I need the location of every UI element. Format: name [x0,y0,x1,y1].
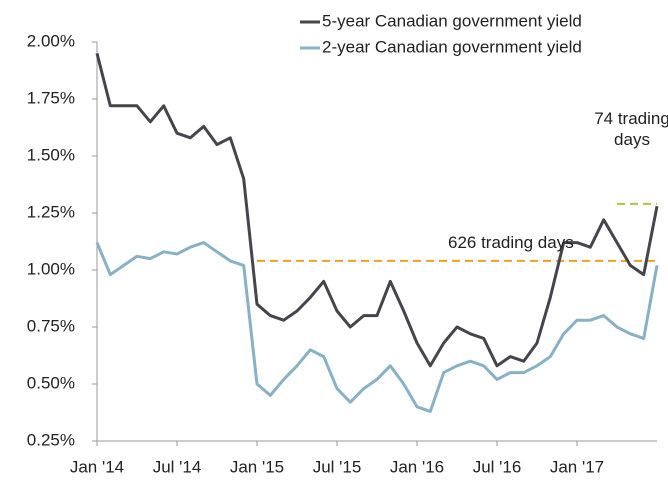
x-tick-label: Jul '16 [473,457,522,476]
y-tick-label: 1.00% [27,259,75,278]
y-tick-label: 1.75% [27,88,75,107]
y-tick-label: 1.25% [27,202,75,221]
y-tick-label: 2.00% [27,31,75,50]
series-line [95,53,659,368]
x-tick-label: Jan '15 [230,457,284,476]
x-tick-label: Jan '14 [70,457,124,476]
y-tick-label: 0.75% [27,316,75,335]
y-tick-label: 0.25% [27,430,75,449]
series-line [95,241,659,413]
y-tick-label: 0.50% [27,373,75,392]
annotation: 74 trading days [594,109,668,149]
legend-label: 2-year Canadian government yield [322,37,582,56]
x-tick-label: Jan '16 [390,457,444,476]
x-tick-label: Jul '15 [313,457,362,476]
annotation: 626 trading days [448,233,574,252]
x-tick-label: Jul '14 [153,457,202,476]
y-tick-label: 1.50% [27,145,75,164]
x-tick-label: Jan '17 [550,457,604,476]
legend-label: 5-year Canadian government yield [322,11,582,30]
